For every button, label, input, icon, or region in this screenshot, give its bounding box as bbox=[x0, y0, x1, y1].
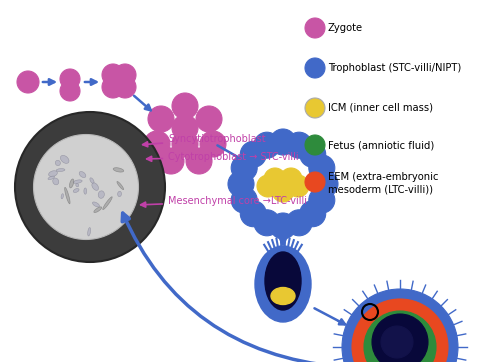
Circle shape bbox=[309, 187, 335, 213]
Circle shape bbox=[148, 106, 174, 132]
Ellipse shape bbox=[84, 188, 86, 194]
Circle shape bbox=[381, 326, 413, 358]
Ellipse shape bbox=[117, 181, 123, 190]
Circle shape bbox=[196, 106, 222, 132]
Circle shape bbox=[280, 168, 302, 190]
Circle shape bbox=[257, 175, 279, 197]
Circle shape bbox=[342, 289, 458, 362]
Circle shape bbox=[272, 180, 294, 202]
Circle shape bbox=[200, 131, 226, 157]
Ellipse shape bbox=[61, 194, 64, 199]
Circle shape bbox=[309, 155, 335, 181]
Circle shape bbox=[102, 64, 124, 86]
Circle shape bbox=[364, 311, 436, 362]
Ellipse shape bbox=[76, 184, 78, 187]
Ellipse shape bbox=[255, 246, 311, 322]
Circle shape bbox=[114, 76, 136, 98]
Circle shape bbox=[270, 129, 296, 155]
Ellipse shape bbox=[64, 188, 70, 204]
Circle shape bbox=[287, 175, 309, 197]
Ellipse shape bbox=[88, 228, 90, 236]
Text: Fetus (amniotic fluid): Fetus (amniotic fluid) bbox=[328, 140, 434, 150]
Ellipse shape bbox=[113, 168, 124, 172]
Ellipse shape bbox=[94, 207, 102, 212]
Ellipse shape bbox=[118, 191, 122, 197]
Circle shape bbox=[240, 141, 266, 167]
Ellipse shape bbox=[92, 183, 98, 190]
Circle shape bbox=[172, 115, 198, 141]
Circle shape bbox=[270, 213, 296, 239]
Ellipse shape bbox=[56, 169, 65, 172]
Ellipse shape bbox=[79, 172, 86, 178]
Circle shape bbox=[15, 112, 165, 262]
Circle shape bbox=[254, 210, 280, 236]
Ellipse shape bbox=[48, 171, 58, 177]
Ellipse shape bbox=[271, 287, 295, 304]
Circle shape bbox=[305, 135, 325, 155]
Ellipse shape bbox=[265, 252, 301, 310]
Circle shape bbox=[254, 132, 280, 158]
Circle shape bbox=[305, 58, 325, 78]
Circle shape bbox=[305, 98, 325, 118]
Circle shape bbox=[372, 314, 428, 362]
Circle shape bbox=[34, 135, 138, 240]
Ellipse shape bbox=[56, 160, 60, 166]
Text: EEM (extra-embryonic: EEM (extra-embryonic bbox=[328, 172, 438, 182]
Circle shape bbox=[286, 132, 312, 158]
Text: Syncytiotrophoblast: Syncytiotrophoblast bbox=[142, 134, 266, 147]
Circle shape bbox=[60, 69, 80, 89]
Circle shape bbox=[158, 148, 184, 174]
Text: Cytotrophoblast → STC-villi: Cytotrophoblast → STC-villi bbox=[146, 152, 298, 162]
Circle shape bbox=[172, 131, 198, 157]
Ellipse shape bbox=[52, 178, 59, 185]
Ellipse shape bbox=[48, 176, 54, 180]
Circle shape bbox=[300, 201, 326, 227]
Text: Mesenchymal core →LTC-villi: Mesenchymal core →LTC-villi bbox=[140, 196, 307, 207]
Text: Zygote: Zygote bbox=[328, 23, 363, 33]
Circle shape bbox=[228, 171, 254, 197]
Circle shape bbox=[240, 201, 266, 227]
Circle shape bbox=[102, 76, 124, 98]
Circle shape bbox=[172, 93, 198, 119]
Circle shape bbox=[305, 172, 325, 192]
Text: ICM (inner cell mass): ICM (inner cell mass) bbox=[328, 103, 433, 113]
Circle shape bbox=[17, 71, 39, 93]
Circle shape bbox=[60, 81, 80, 101]
Ellipse shape bbox=[92, 202, 100, 207]
Ellipse shape bbox=[90, 178, 94, 184]
Circle shape bbox=[286, 210, 312, 236]
Ellipse shape bbox=[74, 180, 82, 184]
Circle shape bbox=[186, 148, 212, 174]
Circle shape bbox=[312, 171, 338, 197]
Ellipse shape bbox=[74, 189, 79, 193]
Ellipse shape bbox=[102, 197, 112, 210]
Text: mesoderm (LTC-villi)): mesoderm (LTC-villi)) bbox=[328, 184, 433, 194]
Circle shape bbox=[144, 131, 170, 157]
Ellipse shape bbox=[98, 191, 104, 198]
Circle shape bbox=[114, 64, 136, 86]
Circle shape bbox=[264, 168, 286, 190]
Ellipse shape bbox=[70, 179, 74, 188]
Circle shape bbox=[231, 155, 257, 181]
Circle shape bbox=[300, 141, 326, 167]
Ellipse shape bbox=[60, 155, 69, 163]
Circle shape bbox=[352, 299, 448, 362]
Text: Trophoblast (STC-villi/NIPT): Trophoblast (STC-villi/NIPT) bbox=[328, 63, 461, 73]
Circle shape bbox=[231, 187, 257, 213]
Circle shape bbox=[305, 18, 325, 38]
